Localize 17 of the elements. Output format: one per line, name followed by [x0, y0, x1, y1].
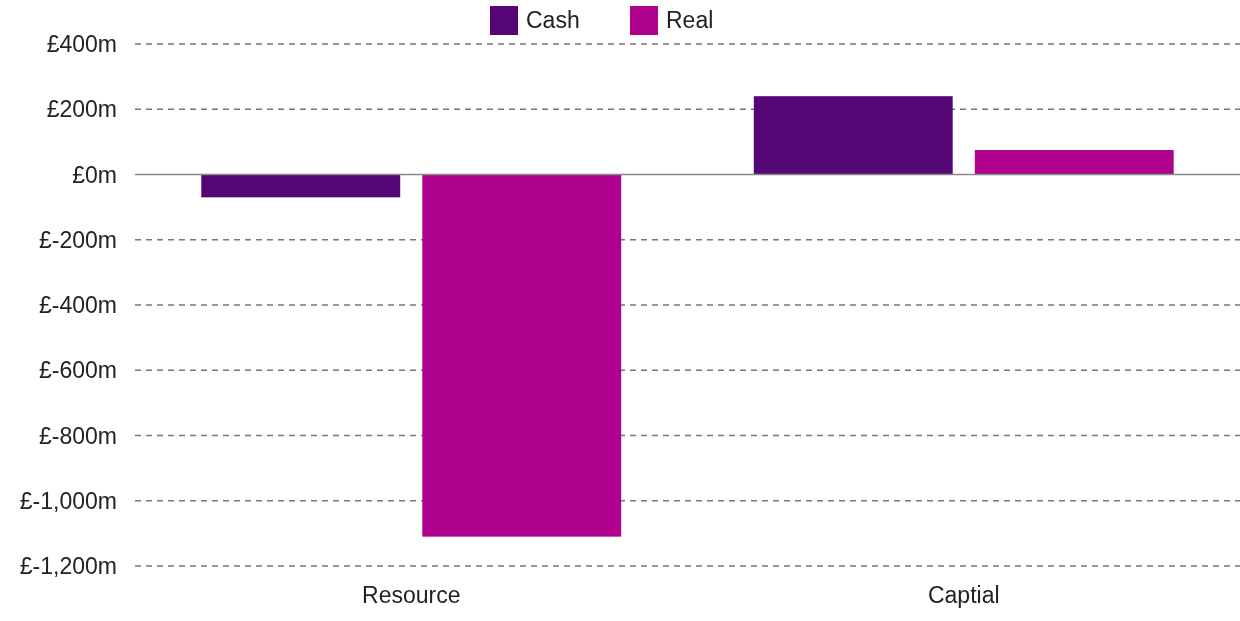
- bar: [201, 174, 401, 198]
- y-tick-label: £-200m: [39, 226, 117, 253]
- y-tick-label: £-600m: [39, 357, 117, 384]
- y-tick-label: £-1,000m: [19, 487, 117, 514]
- x-tick-label: Captial: [927, 582, 1000, 608]
- y-tick-label: £-400m: [39, 292, 117, 319]
- y-tick-label: £200m: [46, 96, 117, 123]
- x-tick-label: Resource: [362, 582, 461, 608]
- y-tick-label: £-1,200m: [19, 553, 117, 580]
- legend-label: Cash: [526, 7, 580, 34]
- bar: [753, 96, 953, 175]
- y-tick-label: £-800m: [39, 422, 117, 449]
- bar: [422, 174, 622, 537]
- y-tick-label: £0m: [72, 161, 117, 188]
- bar: [974, 150, 1174, 175]
- y-tick-label: £400m: [46, 31, 117, 58]
- legend-label: Real: [666, 7, 714, 34]
